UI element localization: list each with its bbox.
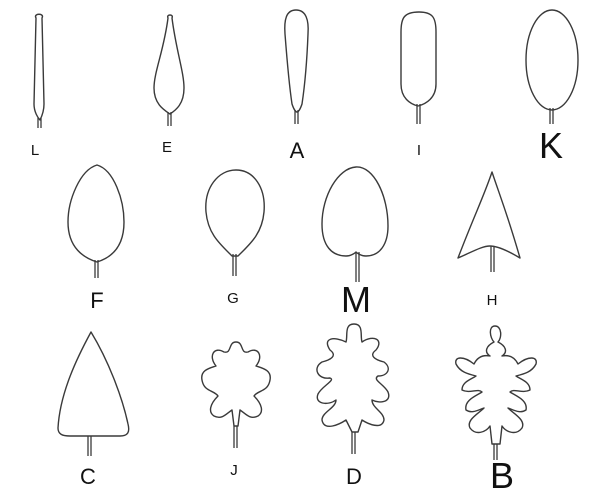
leaf-c: [57, 331, 130, 456]
leaf-label-k: K: [539, 125, 563, 166]
leaf-h: [457, 171, 521, 272]
leaf-b: [455, 325, 537, 460]
leaf-label-m: M: [341, 279, 371, 320]
leaf-m: [321, 166, 389, 282]
leaf-e: [153, 14, 185, 126]
leaf-label-b: B: [490, 455, 514, 496]
leaf-a: [284, 9, 309, 124]
leaf-label-a: A: [290, 138, 305, 163]
leaf-label-i: I: [417, 142, 421, 159]
leaf-k: [525, 9, 579, 124]
leaf-label-l: L: [31, 142, 39, 159]
leaf-d: [316, 323, 390, 454]
leaf-label-f: F: [90, 288, 103, 313]
leaf-g: [205, 169, 265, 276]
leaf-f: [67, 164, 125, 278]
leaf-label-j: J: [230, 462, 238, 479]
leaf-j: [201, 341, 271, 448]
leaf-label-e: E: [162, 139, 172, 156]
leaf-i: [400, 11, 437, 124]
leaf-label-h: H: [487, 292, 498, 309]
leaf-label-g: G: [227, 290, 239, 307]
leaf-label-c: C: [80, 464, 96, 489]
leaf-label-d: D: [346, 464, 362, 489]
leaf-l: [33, 13, 45, 128]
